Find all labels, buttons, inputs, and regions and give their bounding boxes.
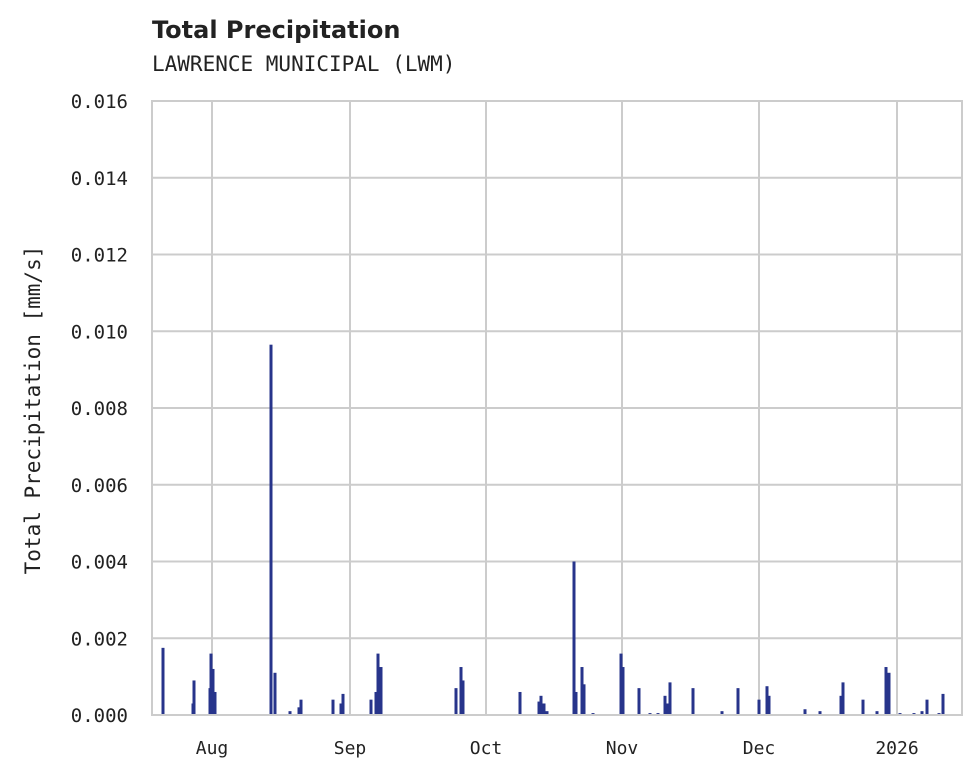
precipitation-bar [459,667,463,715]
x-axis-ticks: Aug Sep Oct Nov Dec 2026 [196,738,919,759]
precipitation-bar [580,667,584,715]
plot-frame [151,100,963,716]
y-tick-label: 0.002 [71,628,128,650]
y-axis-label: Total Precipitation [mm/s] [21,246,45,575]
x-tick-label: Nov [606,738,639,759]
precipitation-bar [720,711,724,715]
precipitation-bar [191,703,195,715]
precipitation-bar [839,695,843,715]
chart-subtitle: LAWRENCE MUNICIPAL (LWM) [152,52,456,76]
precipitation-bar [161,647,165,715]
precipitation-bar [542,703,546,715]
precipitation-bar [379,667,383,715]
precipitation-bar [518,691,522,715]
precipitation-bar [297,707,301,715]
y-tick-label: 0.008 [71,398,128,420]
precipitation-bar [941,693,945,715]
precipitation-bar [454,688,458,715]
precipitation-bar [736,688,740,715]
y-tick-label: 0.004 [71,552,128,574]
precipitation-bar [192,680,196,715]
y-tick-label: 0.010 [71,321,128,343]
precipitation-bar [572,561,576,715]
precipitation-bar [875,711,879,715]
y-tick-label: 0.006 [71,475,128,497]
y-tick-label: 0.012 [71,245,128,267]
precipitation-bar [273,672,277,715]
precipitation-bar [299,699,303,715]
precipitation-bar [691,688,695,715]
x-tick-label: Aug [196,738,229,759]
precipitation-bar [582,684,586,715]
x-tick-label: 2026 [875,738,918,759]
precipitation-bar [803,709,807,715]
precipitation-bars [161,344,945,715]
precipitation-bar [288,711,292,715]
precipitation-bar [637,688,641,715]
precipitation-bar [663,695,667,715]
precipitation-bar [339,703,343,715]
precipitation-bar [369,699,373,715]
precipitation-bar [666,703,670,715]
precipitation-bar [619,653,623,715]
precipitation-bar [341,693,345,715]
precipitation-bar [767,695,771,715]
precipitation-bar [887,672,891,715]
y-tick-label: 0.014 [71,168,128,190]
gridlines [152,100,962,716]
precipitation-bar [765,686,769,715]
precipitation-bar [668,682,672,715]
x-tick-label: Sep [334,738,367,759]
precipitation-bar [537,701,541,715]
precipitation-bar [621,667,625,715]
precipitation-bar [757,699,761,715]
x-tick-label: Oct [470,738,503,759]
precipitation-bar [545,711,549,715]
precipitation-bar [211,668,215,715]
precipitation-bar [374,691,378,715]
precipitation-bar [539,695,543,715]
precipitation-bar [331,699,335,715]
precipitation-bar [376,653,380,715]
precipitation-bar [269,344,273,715]
precipitation-bar [209,653,213,715]
precipitation-bar [461,680,465,715]
precipitation-bar [861,699,865,715]
y-tick-label: 0.016 [71,91,128,113]
precipitation-bar [213,691,217,715]
precipitation-bar [208,688,212,715]
y-tick-label: 0.000 [71,705,128,727]
precipitation-bar [841,682,845,715]
precipitation-bar [574,691,578,715]
precipitation-bar [818,711,822,715]
y-axis-ticks: 0.000 0.002 0.004 0.006 0.008 0.010 0.012 0.014… [71,91,128,727]
precipitation-bar [884,667,888,715]
precipitation-bar [920,711,924,715]
precipitation-bar [925,699,929,715]
chart-title: Total Precipitation [152,16,401,44]
x-tick-label: Dec [743,738,776,759]
